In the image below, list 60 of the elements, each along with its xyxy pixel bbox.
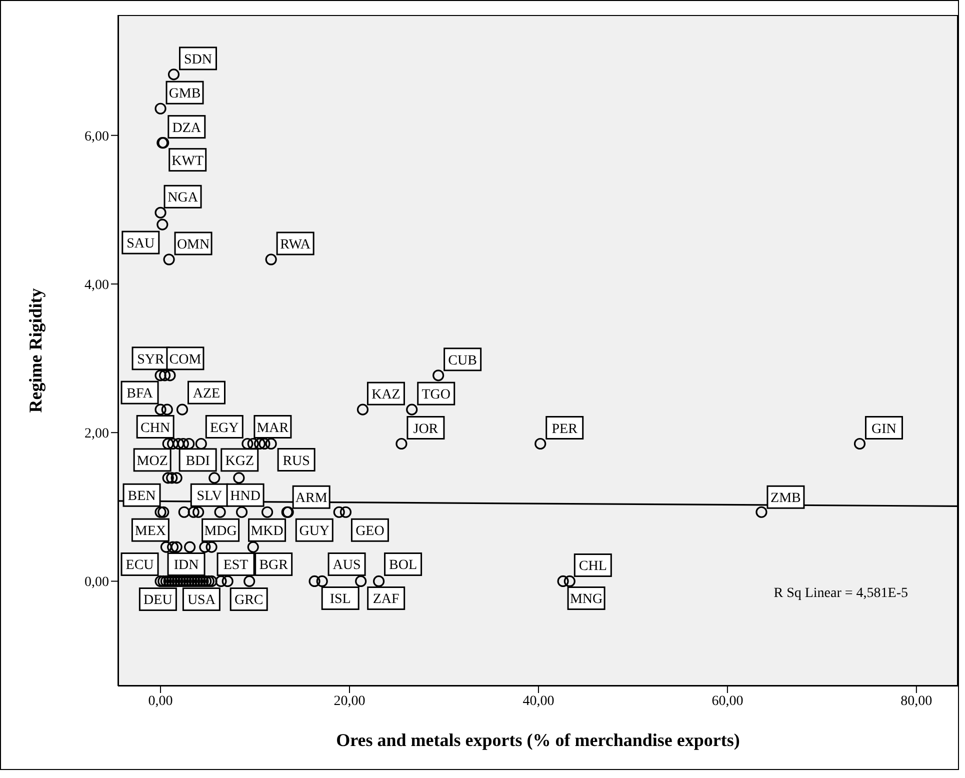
y-tick-label: 6,00 [84,129,109,144]
annotation: MEX [134,524,166,540]
y-axis-title: Regime Rigidity [25,288,46,413]
annotation: BDI [186,454,210,469]
annotation: ISL [330,592,351,608]
annotation: MAR [256,420,290,436]
annotation: GEO [356,524,384,540]
annotation: AUS [332,558,361,574]
annotation: NGA [168,190,199,206]
annotation: RWA [280,237,312,252]
annotation: JOR [413,422,439,437]
annotation: HND [230,489,260,504]
annotation: GIN [872,422,896,437]
annotation: GRC [234,593,264,608]
annotation: R Sq Linear = 4,581E-5 [774,586,908,601]
annotation: AZE [192,386,220,402]
annotation: ECU [126,558,154,574]
annotation: GMB [168,86,201,102]
x-tick-label: 20,00 [334,694,366,709]
annotation: BGR [259,558,289,574]
annotation: ZAF [372,592,400,608]
annotation: PER [552,422,578,437]
annotation: MKD [250,524,284,540]
y-tick-label: 4,00 [84,278,109,293]
annotation: KAZ [372,388,400,403]
annotation: RUS [282,454,310,469]
annotation: SLV [196,489,222,504]
annotation: SYR [137,352,166,368]
annotation: IDN [174,558,199,574]
annotation: DZA [172,120,202,136]
annotation: COM [169,352,202,368]
annotation: BFA [126,386,154,402]
annotation: USA [187,593,216,608]
annotation: CHN [140,420,170,436]
annotation: OMN [176,237,210,252]
annotation: ZMB [770,491,801,506]
annotation: EGY [210,420,239,436]
annotation: MNG [570,592,603,608]
x-axis-title: Ores and metals exports (% of merchandise exports) [336,730,740,750]
x-tick-label: 60,00 [712,694,744,709]
annotation: KGZ [225,454,254,469]
annotation: DEU [144,593,172,608]
annotation: CUB [448,353,477,368]
annotation: MOZ [136,454,168,469]
annotation: ARM [295,491,328,506]
y-tick-label: 0,00 [84,575,109,590]
annotation: SAU [126,236,155,252]
annotation: EST [223,558,249,574]
x-tick-label: 80,00 [900,694,932,709]
annotation: SDN [184,52,212,68]
y-tick-label: 2,00 [84,426,109,442]
x-tick-label: 0,00 [148,694,173,709]
annotation: BEN [128,489,156,504]
annotation: KWT [172,154,204,169]
annotation: BOL [389,558,418,574]
annotation: GUY [299,524,330,540]
annotation: CHL [578,559,607,574]
x-tick-label: 40,00 [522,694,554,709]
annotation: MDG [204,524,237,540]
annotation: TGO [422,388,450,403]
